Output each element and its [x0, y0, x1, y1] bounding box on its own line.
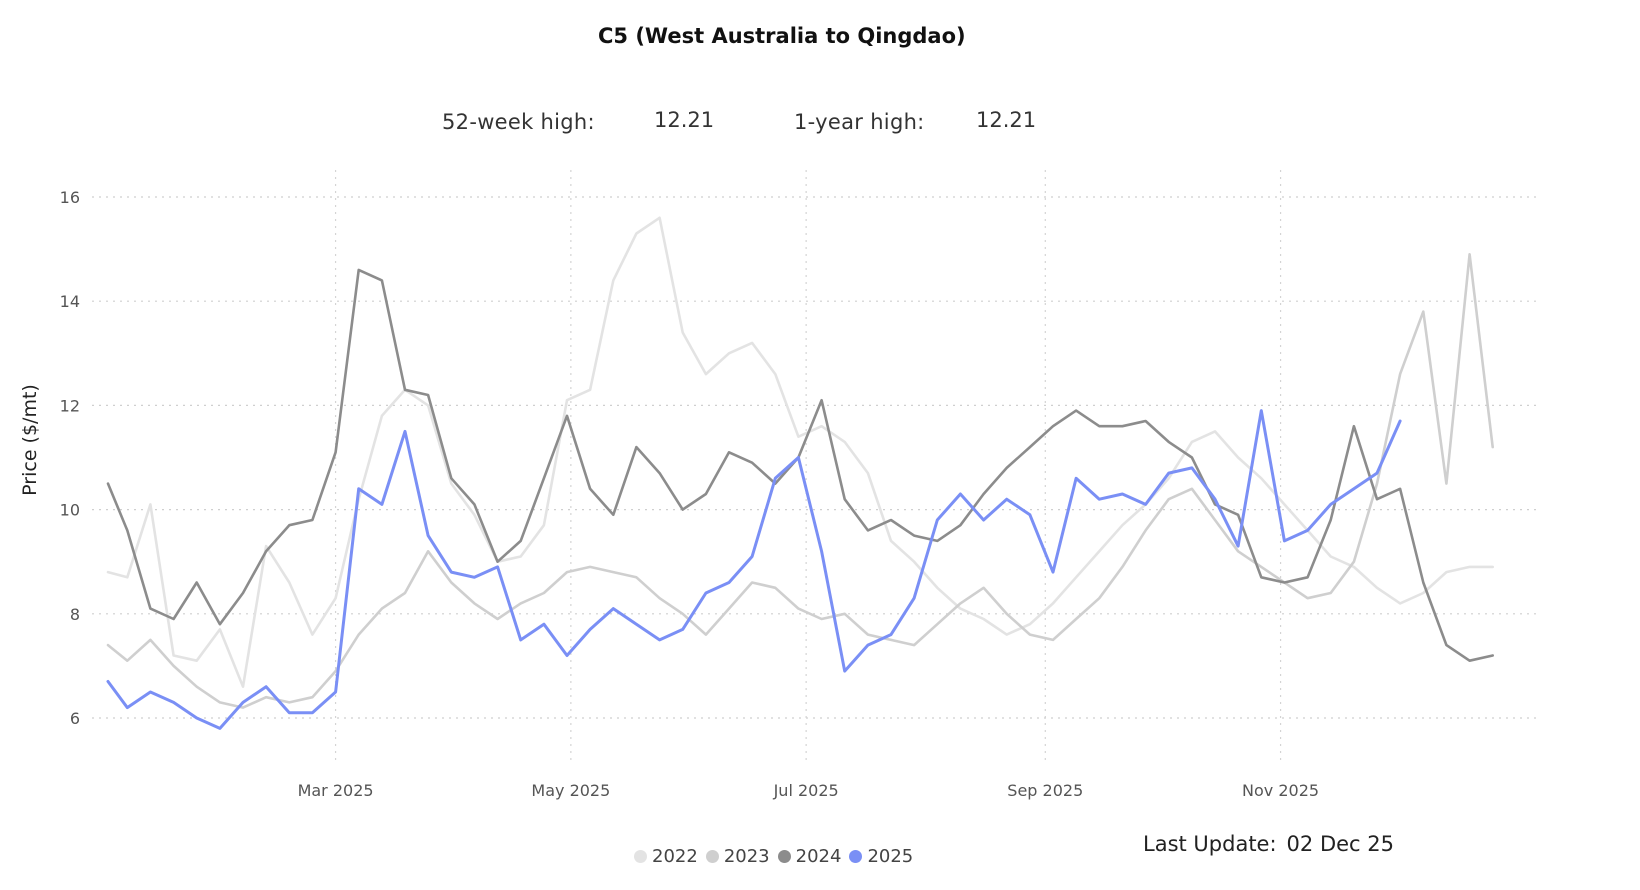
legend-item-2022[interactable]: 2022	[634, 846, 698, 867]
legend-dot-icon	[634, 850, 647, 863]
y-tick-label: 8	[70, 605, 80, 624]
last-update-label: Last Update:	[1143, 832, 1277, 856]
chart-title: C5 (West Australia to Qingdao)	[598, 24, 966, 48]
legend-item-2024[interactable]: 2024	[777, 846, 842, 867]
52-week-high-value: 12.21	[654, 108, 715, 132]
1-year-high-value: 12.21	[976, 108, 1037, 132]
chart-legend: 2022 2023 2024 2025	[634, 846, 921, 867]
series-line-2022	[106, 216, 1494, 689]
legend-label: 2024	[795, 846, 842, 867]
x-tick-label: Jul 2025	[773, 781, 839, 800]
x-tick-label: Nov 2025	[1242, 781, 1319, 800]
series-line-2025	[106, 409, 1402, 730]
legend-label: 2022	[652, 846, 698, 867]
last-update: Last Update: 02 Dec 25	[1143, 832, 1394, 856]
x-tick-label: Sep 2025	[1007, 781, 1083, 800]
legend-item-2023[interactable]: 2023	[705, 846, 770, 867]
series-line-2023	[106, 253, 1494, 709]
legend-dot-icon	[849, 850, 863, 863]
x-tick-label: Mar 2025	[298, 781, 374, 800]
legend-label: 2023	[723, 846, 770, 867]
1-year-high-label: 1-year high:	[794, 110, 925, 134]
y-axis-label: Price ($/mt)	[19, 384, 41, 496]
legend-item-2025[interactable]: 2025	[849, 846, 913, 867]
y-tick-label: 6	[70, 709, 80, 728]
legend-dot-icon	[705, 850, 719, 863]
legend-dot-icon	[777, 850, 791, 863]
y-tick-label: 16	[60, 188, 80, 207]
last-update-value: 02 Dec 25	[1286, 832, 1394, 856]
x-tick-label: May 2025	[531, 781, 610, 800]
y-tick-label: 10	[60, 501, 80, 520]
y-tick-label: 14	[60, 292, 80, 311]
y-tick-label: 12	[60, 396, 80, 415]
legend-label: 2025	[867, 846, 914, 867]
52-week-high-label: 52-week high:	[442, 110, 595, 134]
